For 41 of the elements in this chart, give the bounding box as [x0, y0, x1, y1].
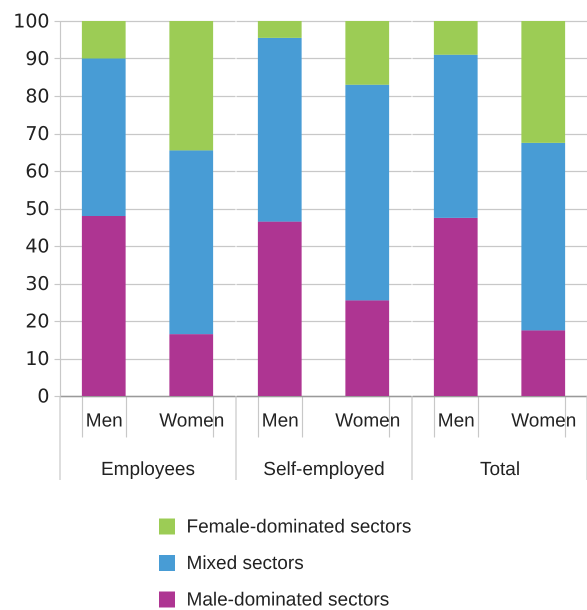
bar	[82, 58, 126, 216]
bar	[258, 21, 302, 38]
y-tick-label: 20	[25, 310, 50, 332]
bar	[521, 21, 566, 143]
x-tick-label: Men	[262, 410, 299, 432]
x-tick-label: Men	[438, 410, 475, 432]
bar	[434, 21, 478, 55]
legend-label: Female-dominated sectors	[186, 516, 412, 538]
bar	[521, 330, 566, 396]
bar	[82, 21, 126, 58]
x-tick-label: Women	[335, 410, 400, 432]
x-axis-title: Self-employed	[263, 459, 385, 480]
bar	[258, 38, 302, 222]
x-tick-label: Men	[86, 410, 123, 432]
bar	[169, 150, 214, 334]
legend-label: Mixed sectors	[186, 553, 304, 574]
bar	[258, 222, 302, 396]
y-tick-label: 90	[25, 48, 50, 70]
legend-label: Male-dominated sectors	[186, 590, 390, 610]
bar	[434, 54, 478, 218]
y-tick-label: 40	[25, 236, 50, 258]
bar	[169, 21, 214, 150]
y-tick-label: 60	[25, 160, 50, 182]
x-axis-title: Total	[480, 459, 520, 480]
y-tick-label: 10	[25, 348, 50, 370]
x-axis-title: Employees	[101, 459, 195, 480]
y-tick-label: 70	[25, 123, 50, 145]
y-tick-label: 100	[13, 10, 50, 32]
bar	[345, 300, 390, 396]
bar	[345, 84, 390, 300]
bar	[521, 142, 566, 330]
y-tick-label: 80	[25, 86, 50, 108]
y-tick-label: 50	[25, 198, 50, 220]
x-tick-label: Women	[159, 410, 224, 432]
y-tick-label: 30	[25, 273, 50, 295]
bar	[434, 218, 478, 396]
bar	[169, 334, 214, 396]
bar	[345, 21, 390, 85]
y-tick-label: 0	[37, 386, 50, 408]
bar	[82, 216, 126, 396]
x-tick-label: Women	[511, 410, 576, 432]
